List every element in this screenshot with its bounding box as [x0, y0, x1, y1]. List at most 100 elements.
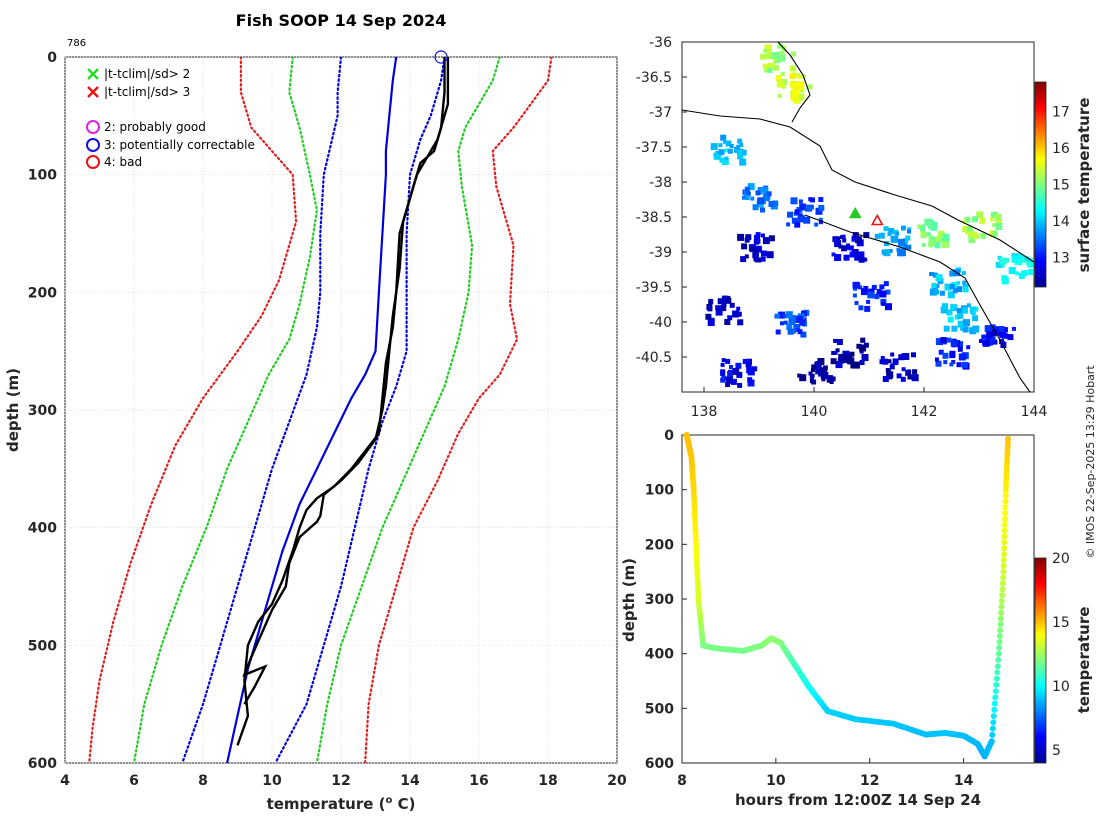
sst-pixel-8-13	[965, 230, 970, 235]
sst-pixel-12-18	[708, 298, 713, 303]
map-coastline	[682, 42, 1034, 392]
sst-pixel-4-10	[790, 197, 798, 205]
sst-pixel-10-13	[929, 288, 937, 296]
sst-pixel-19-21	[998, 326, 1005, 333]
track-point-23-8	[1001, 521, 1008, 528]
sst-pixel-16-6	[736, 371, 743, 378]
sst-colorbar-ticks: 13 14 15 16 17	[1052, 104, 1070, 266]
sst-pixel-8-22	[994, 213, 1002, 221]
dt-ytick-300: 300	[645, 592, 674, 608]
map-ytick--40: -40	[649, 315, 672, 331]
sst-pixel-18-13	[966, 345, 971, 350]
profile-ytick-300: 300	[28, 403, 57, 419]
sst-pixel-17-15	[799, 374, 807, 382]
sst-pixel-6-3	[907, 227, 912, 232]
track-point-21-8	[992, 688, 999, 695]
sst-pixel-0-25	[762, 63, 768, 69]
sst-pixel-16-9	[746, 366, 754, 374]
sst-pixel-11-24	[867, 291, 875, 299]
sst-pixel-2-6	[724, 148, 729, 153]
sst-pixel-7-13	[934, 242, 941, 249]
profile-x-axis-label: temperature (o C)	[267, 795, 416, 813]
sst-pixel-16-21	[720, 369, 726, 375]
track-point-21-2	[989, 725, 996, 732]
sst-pixel-15-8	[907, 374, 913, 380]
sst-pixel-16-24	[742, 359, 748, 364]
profile-ytick-100: 100	[28, 168, 57, 184]
sst-pixel-11-20	[866, 299, 871, 304]
legend-marker-1	[87, 86, 99, 98]
map-xtick-138: 138	[691, 404, 718, 420]
sst-cbar-tick-13: 13	[1052, 251, 1070, 267]
track-point-22-5	[997, 621, 1004, 628]
sst-pixel-6-21	[907, 229, 912, 234]
temperature-colorbar-label: temperature	[1075, 607, 1093, 714]
profile-series-2	[274, 57, 446, 763]
sst-pixel-15-13	[911, 374, 919, 382]
legend-label-1: |t-tclim|/sd> 3	[104, 85, 190, 99]
sst-pixel-2-2	[737, 138, 743, 144]
sst-pixel-11-15	[885, 289, 891, 295]
sst-pixel-21-19	[950, 304, 958, 312]
map-tick-labels: 138 140 142 144 -36 -36.5 -37 -37.5 -38 -38.5 -39 -…	[636, 35, 1048, 420]
sst-pixel-18-1	[957, 346, 963, 352]
sst-pixel-9-20	[1021, 270, 1028, 277]
sst-pixel-17-11	[817, 358, 825, 365]
legend-label-4: 4: bad	[104, 155, 142, 169]
sst-pixel-2-25	[736, 150, 741, 154]
credit-text: © IMOS 22-Sep-2025 13:29 Hobart	[1084, 365, 1097, 559]
sst-cbar-tick-14: 14	[1052, 214, 1070, 230]
sst-pixel-9-21	[999, 257, 1007, 265]
sst-pixel-15-0	[890, 352, 895, 357]
sst-pixel-4-15	[787, 211, 793, 218]
sst-pixel-16-5	[730, 378, 737, 385]
sst-pixel-8-0	[962, 226, 969, 232]
sst-pixel-18-12	[949, 362, 954, 367]
sst-pixel-4-4	[791, 217, 798, 224]
sst-pixel-10-5	[956, 286, 963, 293]
sst-pixel-20-10	[757, 246, 762, 252]
track-point-24-13	[1005, 435, 1011, 442]
sst-pixel-14-12	[860, 337, 866, 343]
chart-title: Fish SOOP 14 Sep 2024	[236, 11, 447, 30]
sst-pixel-2-18	[727, 148, 733, 154]
track-point-22-2	[996, 639, 1003, 645]
sst-pixel-19-16	[996, 327, 1000, 332]
depth-time-track	[683, 432, 1011, 760]
sst-pixel-4-6	[798, 199, 803, 204]
track-point-22-1	[996, 644, 1003, 651]
sst-pixel-18-20	[956, 362, 962, 368]
sst-pixel-12-23	[724, 319, 731, 325]
map-position-markers	[848, 206, 884, 226]
profile-xtick-10: 10	[262, 773, 282, 789]
sst-pixel-3-17	[772, 200, 779, 207]
sst-pixel-15-12	[896, 373, 902, 379]
sst-pixel-5-13	[849, 251, 856, 258]
sst-pixel-11-22	[874, 294, 879, 299]
sst-pixel-20-7	[761, 233, 765, 238]
sst-pixel-2-20	[729, 144, 734, 148]
sst-pixel-10-20	[949, 284, 955, 290]
sst-pixel-7-15	[917, 224, 922, 229]
sst-pixel-0-14	[760, 53, 767, 60]
profile-xtick-8: 8	[198, 773, 208, 789]
sst-pixel-21-18	[957, 320, 965, 328]
profile-y-axis-label: depth (m)	[4, 368, 22, 452]
sst-pixel-15-3	[879, 359, 885, 365]
sst-pixel-2-7	[722, 139, 727, 144]
sst-colorbar	[1034, 81, 1047, 288]
track-point-23-13	[1002, 492, 1009, 499]
sst-pixel-15-2	[901, 367, 906, 372]
sst-pixel-13-15	[800, 331, 807, 338]
sst-pixel-18-15	[934, 357, 939, 362]
sst-pixel-7-9	[920, 227, 926, 233]
sst-pixel-7-7	[935, 236, 941, 242]
sst-pixel-21-17	[969, 306, 976, 313]
sst-pixel-4-19	[818, 220, 823, 225]
sst-pixel-16-11	[725, 382, 731, 387]
sst-pixel-20-25	[752, 252, 759, 259]
sst-pixel-18-24	[940, 337, 947, 344]
sst-pixel-10-6	[932, 272, 938, 278]
sst-pixel-15-7	[882, 358, 889, 365]
sst-pixel-6-24	[883, 241, 889, 247]
